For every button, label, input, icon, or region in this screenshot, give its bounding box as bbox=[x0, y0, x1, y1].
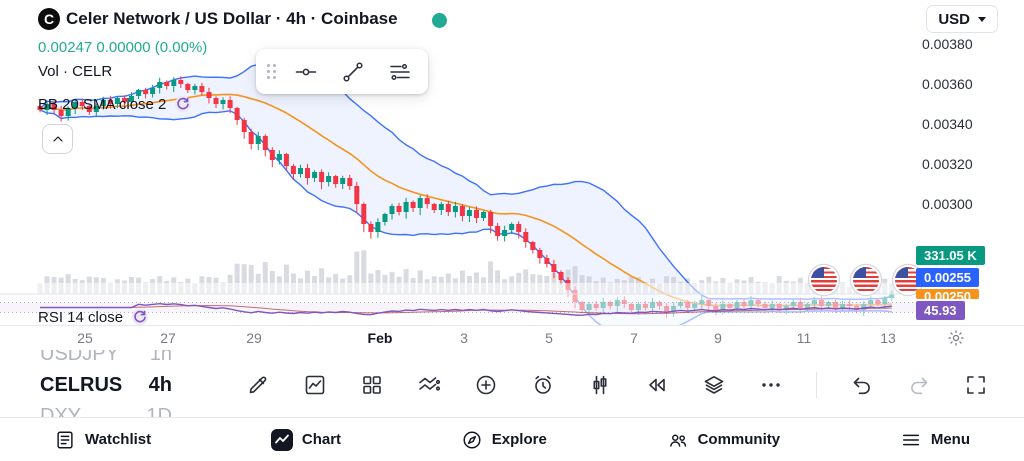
symbol-logo: C bbox=[38, 8, 60, 30]
alarm-clock-icon bbox=[535, 375, 551, 394]
last-price-tag: 0.00255 bbox=[916, 268, 979, 287]
price-axis-label: 0.00320 bbox=[922, 156, 973, 172]
time-axis-label: Feb bbox=[367, 330, 393, 346]
time-axis-label: 9 bbox=[714, 330, 722, 346]
redo-icon bbox=[911, 377, 928, 395]
symbol-title[interactable]: Celer Network / US Dollar · 4h · Coinbas… bbox=[66, 9, 398, 28]
watchlist-icon bbox=[57, 430, 73, 449]
fullscreen-button[interactable] bbox=[964, 369, 988, 401]
market-status-dot bbox=[432, 13, 447, 28]
horizontal-line-tool-button[interactable] bbox=[285, 53, 326, 91]
candles-icon bbox=[593, 375, 607, 395]
economic-event-flag-icon[interactable] bbox=[811, 267, 837, 293]
nav-menu[interactable]: Menu bbox=[900, 429, 970, 451]
price-axis-label: 0.00360 bbox=[922, 76, 973, 92]
legend-bollinger-label: BB 20 SMA close 2 bbox=[38, 95, 167, 113]
price-axis-label: 0.00300 bbox=[922, 196, 973, 212]
economic-event-flag-icon[interactable] bbox=[853, 267, 879, 293]
parallel-lines-tool-button[interactable] bbox=[379, 53, 420, 91]
watchlist-symbol: CELRUS bbox=[40, 374, 123, 396]
watchlist-row-active[interactable]: CELRUS 4h bbox=[40, 374, 172, 397]
price-summary: 0.00247 0.00000 (0.00%) bbox=[38, 39, 208, 56]
pencil-icon bbox=[249, 376, 267, 394]
indicator-loading-icon bbox=[174, 95, 192, 113]
legend-rsi-label: RSI 14 close bbox=[38, 308, 124, 326]
currency-label: USD bbox=[938, 10, 970, 28]
layers-icon bbox=[704, 376, 724, 394]
drag-handle-icon[interactable] bbox=[267, 64, 276, 79]
nav-label: Menu bbox=[930, 431, 970, 448]
time-axis-label: 13 bbox=[880, 330, 896, 346]
nav-community[interactable]: Community bbox=[667, 429, 781, 451]
grid-icon bbox=[363, 376, 381, 394]
redo-button[interactable] bbox=[907, 369, 931, 401]
fullscreen-icon bbox=[967, 376, 985, 394]
legend-rsi[interactable]: RSI 14 close bbox=[38, 308, 149, 326]
time-axis-label: 7 bbox=[630, 330, 638, 346]
bb-basis-tag: 0.00250 bbox=[916, 289, 979, 299]
nav-explore[interactable]: Explore bbox=[461, 429, 547, 451]
chevron-down-icon bbox=[978, 16, 986, 22]
time-axis-label: 25 bbox=[77, 330, 93, 346]
chart-settings-button[interactable] bbox=[944, 327, 968, 349]
rsi-value-tag: 45.93 bbox=[916, 301, 965, 320]
undo-icon bbox=[853, 377, 870, 395]
nav-label: Chart bbox=[301, 431, 342, 448]
candle-pattern-button[interactable] bbox=[588, 369, 612, 401]
collapse-panel-button[interactable] bbox=[42, 124, 73, 154]
watchlist-timeframe: 4h bbox=[148, 374, 172, 396]
draw-tool-button[interactable] bbox=[246, 369, 270, 401]
toolbar-divider bbox=[816, 372, 817, 398]
ellipsis-icon bbox=[762, 383, 780, 387]
time-axis-label: 11 bbox=[796, 330, 812, 346]
bar-replay-button[interactable] bbox=[645, 369, 669, 401]
more-button[interactable] bbox=[759, 369, 783, 401]
add-button[interactable] bbox=[474, 369, 498, 401]
chart-icon bbox=[270, 428, 293, 451]
legend-volume-label: Vol · CELR bbox=[38, 63, 113, 80]
parallel-lines-icon bbox=[389, 63, 410, 80]
chart-style-icon bbox=[305, 375, 325, 395]
chart-toolbar bbox=[246, 362, 998, 408]
people-icon bbox=[669, 434, 686, 447]
bottom-navigation: Watchlist Chart Explore Community Menu bbox=[0, 417, 1024, 461]
alerts-button[interactable] bbox=[531, 369, 555, 401]
nav-label: Explore bbox=[491, 431, 547, 448]
gear-icon bbox=[948, 330, 964, 346]
time-axis-label: 3 bbox=[460, 330, 468, 346]
time-axis-label: 27 bbox=[160, 330, 176, 346]
undo-button[interactable] bbox=[850, 369, 874, 401]
time-axis-label: 29 bbox=[246, 330, 262, 346]
nav-chart[interactable]: Chart bbox=[270, 428, 342, 451]
nav-label: Community bbox=[697, 431, 781, 448]
compass-icon bbox=[463, 430, 481, 449]
rewind-icon bbox=[649, 378, 665, 392]
price-axis-label: 0.00340 bbox=[922, 116, 973, 132]
object-tree-button[interactable] bbox=[702, 369, 726, 401]
plus-circle-icon bbox=[476, 375, 496, 395]
candlestick-chart[interactable] bbox=[0, 35, 918, 325]
indicator-loading-icon bbox=[131, 308, 149, 326]
trend-line-tool-button[interactable] bbox=[332, 53, 373, 91]
indicators-button[interactable] bbox=[417, 369, 441, 401]
time-axis-label: 5 bbox=[545, 330, 553, 346]
drawing-toolbar-popup bbox=[256, 49, 428, 94]
layout-grid-button[interactable] bbox=[360, 369, 384, 401]
nav-label: Watchlist bbox=[85, 431, 152, 448]
legend-bollinger[interactable]: BB 20 SMA close 2 bbox=[38, 95, 192, 113]
zigzag-lines-icon bbox=[419, 377, 441, 391]
chart-style-button[interactable] bbox=[303, 369, 327, 401]
price-axis-label: 0.00380 bbox=[922, 36, 973, 52]
nav-watchlist[interactable]: Watchlist bbox=[54, 429, 151, 451]
trend-line-icon bbox=[342, 61, 363, 82]
horizontal-line-icon bbox=[295, 68, 316, 75]
currency-selector[interactable]: USD bbox=[926, 5, 998, 33]
chevron-up-icon bbox=[52, 136, 63, 142]
volume-value-tag: 331.05 K bbox=[916, 246, 985, 265]
hamburger-icon bbox=[902, 434, 919, 445]
time-axis[interactable]: 25 27 29 Feb 3 5 7 9 11 13 bbox=[0, 325, 1024, 350]
legend-volume[interactable]: Vol · CELR bbox=[38, 63, 112, 80]
